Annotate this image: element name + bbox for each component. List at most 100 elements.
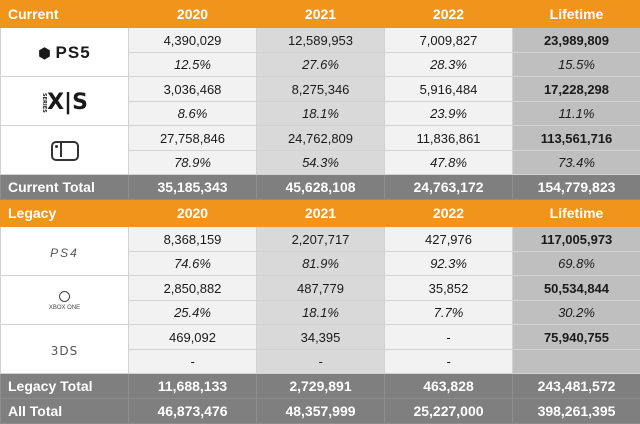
current-total-2020: 35,185,343 <box>129 175 257 200</box>
legacy-header-row: Legacy 2020 2021 2022 Lifetime <box>1 200 640 227</box>
switch-logo-cell <box>1 126 129 175</box>
switch-2021-share: 54.3% <box>257 151 385 175</box>
3ds-lifetime-share <box>513 350 640 374</box>
current-total-2022: 24,763,172 <box>385 175 513 200</box>
3ds-2021-units: 34,395 <box>257 325 385 350</box>
ps5-2022-share: 28.3% <box>385 53 513 77</box>
switch-2022-share: 47.8% <box>385 151 513 175</box>
xbox-one-2021-units: 487,779 <box>257 276 385 301</box>
ps5-lifetime-share: 15.5% <box>513 53 640 77</box>
switch-2020-share: 78.9% <box>129 151 257 175</box>
legacy-total-row: Legacy Total 11,688,133 2,729,891 463,82… <box>1 374 640 399</box>
ps4-2021-units: 2,207,717 <box>257 227 385 252</box>
3ds-2020-share: - <box>129 350 257 374</box>
xbox-series-2021-share: 18.1% <box>257 102 385 126</box>
legacy-lifetime-header: Lifetime <box>513 200 640 227</box>
xbox-series-units-row: SERIESX|S 3,036,468 8,275,346 5,916,484 … <box>1 77 640 102</box>
current-header-row: Current 2020 2021 2022 Lifetime <box>1 1 640 28</box>
ps5-lifetime-units: 23,989,809 <box>513 28 640 53</box>
ps5-units-row: ⬢PS5 4,390,029 12,589,953 7,009,827 23,9… <box>1 28 640 53</box>
playstation-5-logo: ⬢ PS5 <box>38 43 90 63</box>
ps4-lifetime-units: 117,005,973 <box>513 227 640 252</box>
xbox-series-lifetime-units: 17,228,298 <box>513 77 640 102</box>
xbox-one-units-row: XBOX ONE 2,850,882 487,779 35,852 50,534… <box>1 276 640 301</box>
year-header-2020: 2020 <box>129 1 257 28</box>
xbox-one-2022-units: 35,852 <box>385 276 513 301</box>
current-total-row: Current Total 35,185,343 45,628,108 24,7… <box>1 175 640 200</box>
playstation-symbol-icon: ⬢ <box>38 45 51 62</box>
xbox-one-2022-share: 7.7% <box>385 301 513 325</box>
all-total-label: All Total <box>1 399 129 424</box>
xbox-orb-icon <box>59 291 70 302</box>
xbox-series-2022-units: 5,916,484 <box>385 77 513 102</box>
legacy-section-label: Legacy <box>1 200 129 227</box>
nintendo-3ds-logo: 3DS <box>51 344 79 358</box>
ps4-lifetime-share: 69.8% <box>513 252 640 276</box>
year-header-2021: 2021 <box>257 1 385 28</box>
xbox-one-lifetime-units: 50,534,844 <box>513 276 640 301</box>
all-total-2021: 48,357,999 <box>257 399 385 424</box>
nintendo-switch-logo <box>51 141 79 161</box>
all-total-2020: 46,873,476 <box>129 399 257 424</box>
ps5-logo-text: PS5 <box>56 43 91 62</box>
xbox-one-logo: XBOX ONE <box>49 291 80 312</box>
xbox-series-2020-units: 3,036,468 <box>129 77 257 102</box>
xbox-one-2020-share: 25.4% <box>129 301 257 325</box>
lifetime-header: Lifetime <box>513 1 640 28</box>
current-total-label: Current Total <box>1 175 129 200</box>
xbox-one-2020-units: 2,850,882 <box>129 276 257 301</box>
legacy-total-2021: 2,729,891 <box>257 374 385 399</box>
legacy-total-2020: 11,688,133 <box>129 374 257 399</box>
legacy-total-label: Legacy Total <box>1 374 129 399</box>
year-header-2022: 2022 <box>385 1 513 28</box>
xbox-series-xs-logo: SERIESX|S <box>41 90 88 115</box>
ps5-logo-cell: ⬢ PS5 <box>1 28 129 77</box>
current-total-lifetime: 154,779,823 <box>513 175 640 200</box>
legacy-year-header-2020: 2020 <box>129 200 257 227</box>
ps4-2020-units: 8,368,159 <box>129 227 257 252</box>
xbox-series-lifetime-share: 11.1% <box>513 102 640 126</box>
ps5-2021-share: 27.6% <box>257 53 385 77</box>
3ds-logo-cell: 3DS <box>1 325 129 374</box>
ps5-2020-units: 4,390,029 <box>129 28 257 53</box>
ps4-logo-cell: PS4 <box>1 227 129 276</box>
current-total-2021: 45,628,108 <box>257 175 385 200</box>
xbox-one-logo-text: XBOX ONE <box>49 305 80 311</box>
switch-lifetime-units: 113,561,716 <box>513 126 640 151</box>
ps5-2021-units: 12,589,953 <box>257 28 385 53</box>
current-section-label: Current <box>1 1 129 28</box>
xbox-series-logo-cell: SERIESX|S <box>1 77 129 126</box>
legacy-year-header-2022: 2022 <box>385 200 513 227</box>
switch-2021-units: 24,762,809 <box>257 126 385 151</box>
switch-2020-units: 27,758,846 <box>129 126 257 151</box>
all-total-row: All Total 46,873,476 48,357,999 25,227,0… <box>1 399 640 424</box>
playstation-4-logo: PS4 <box>50 246 79 260</box>
legacy-total-2022: 463,828 <box>385 374 513 399</box>
xbox-series-2021-units: 8,275,346 <box>257 77 385 102</box>
ps5-2020-share: 12.5% <box>129 53 257 77</box>
all-total-2022: 25,227,000 <box>385 399 513 424</box>
switch-units-row: 27,758,846 24,762,809 11,836,861 113,561… <box>1 126 640 151</box>
all-total-lifetime: 398,261,395 <box>513 399 640 424</box>
xbox-one-2021-share: 18.1% <box>257 301 385 325</box>
3ds-2022-share: - <box>385 350 513 374</box>
xbox-series-2020-share: 8.6% <box>129 102 257 126</box>
ps4-units-row: PS4 8,368,159 2,207,717 427,976 117,005,… <box>1 227 640 252</box>
ps4-2020-share: 74.6% <box>129 252 257 276</box>
switch-lifetime-share: 73.4% <box>513 151 640 175</box>
3ds-2020-units: 469,092 <box>129 325 257 350</box>
xbox-series-logo-text: X|S <box>47 90 88 115</box>
ps5-2022-units: 7,009,827 <box>385 28 513 53</box>
3ds-lifetime-units: 75,940,755 <box>513 325 640 350</box>
3ds-units-row: 3DS 469,092 34,395 - 75,940,755 <box>1 325 640 350</box>
switch-2022-units: 11,836,861 <box>385 126 513 151</box>
xbox-one-logo-cell: XBOX ONE <box>1 276 129 325</box>
ps4-2021-share: 81.9% <box>257 252 385 276</box>
legacy-year-header-2021: 2021 <box>257 200 385 227</box>
ps4-2022-share: 92.3% <box>385 252 513 276</box>
legacy-total-lifetime: 243,481,572 <box>513 374 640 399</box>
ps4-2022-units: 427,976 <box>385 227 513 252</box>
3ds-2021-share: - <box>257 350 385 374</box>
xbox-series-2022-share: 23.9% <box>385 102 513 126</box>
xbox-one-lifetime-share: 30.2% <box>513 301 640 325</box>
